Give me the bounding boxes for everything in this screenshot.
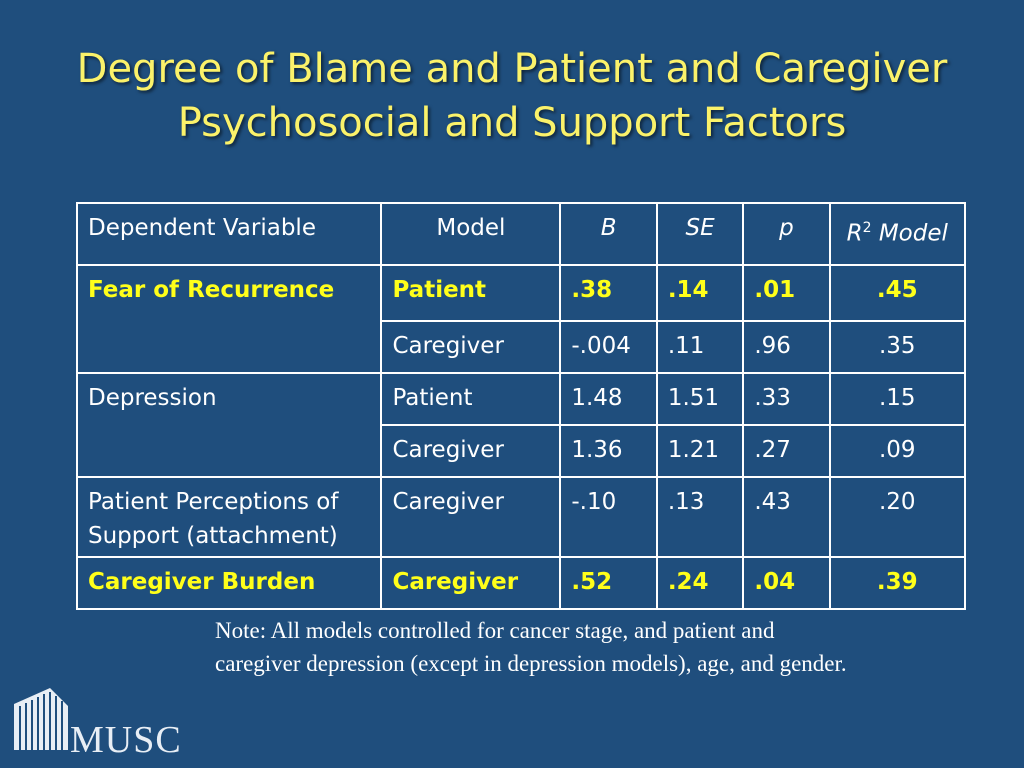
cell-r2: .35: [828, 320, 967, 374]
cell-dependent-variable: Caregiver Burden: [75, 556, 383, 610]
cell-p: .33: [742, 372, 831, 426]
table-row: Depression Patient 1.48 1.51 .33 .15: [75, 372, 967, 478]
cell-se: .24: [655, 556, 745, 610]
slide-title-line2: Psychosocial and Support Factors: [177, 100, 847, 146]
cell-b: 1.36: [559, 424, 658, 478]
cell-p: .43: [742, 476, 831, 558]
header-p: p: [742, 202, 831, 266]
table-row: Caregiver -.004 .11 .96 .35: [77, 320, 967, 374]
cell-p: .01: [742, 264, 831, 322]
cell-p: .96: [742, 320, 831, 374]
footnote-line1: Note: All models controlled for cancer s…: [215, 618, 775, 643]
slide-title: Degree of Blame and Patient and Caregive…: [0, 42, 1024, 150]
cell-dependent-variable: Fear of Recurrence: [75, 264, 383, 374]
header-dependent-variable: Dependent Variable: [75, 202, 383, 266]
header-r2-letter: R: [846, 220, 863, 247]
cell-model: Caregiver: [380, 320, 562, 374]
results-table: Dependent Variable Model B SE p R2 Model…: [75, 202, 967, 610]
table-row: Fear of Recurrence Patient .38 .14 .01 .…: [75, 264, 967, 374]
cell-r2: .45: [828, 264, 967, 322]
header-b: B: [559, 202, 658, 266]
cell-se: 1.51: [655, 372, 745, 426]
table-row: Caregiver Burden Caregiver .52 .24 .04 .…: [75, 556, 967, 610]
header-r2-superscript: 2: [862, 220, 872, 236]
cell-se: 1.21: [655, 424, 745, 478]
cell-p: .04: [742, 556, 831, 610]
cell-b: .52: [559, 556, 658, 610]
cell-r2: .09: [828, 424, 967, 478]
cell-dependent-variable: Depression: [75, 372, 383, 478]
building-columns-icon: [14, 688, 68, 750]
cell-b: -.004: [559, 320, 658, 374]
cell-model: Patient: [380, 372, 562, 426]
cell-se: .13: [655, 476, 745, 558]
header-r2-label: Model: [871, 220, 948, 247]
header-se: SE: [655, 202, 745, 266]
cell-p: .27: [742, 424, 831, 478]
cell-r2: .39: [828, 556, 967, 610]
cell-model: Patient: [380, 264, 562, 322]
cell-model: Caregiver: [380, 476, 562, 558]
table-row: Caregiver 1.36 1.21 .27 .09: [77, 424, 967, 478]
cell-b: .38: [559, 264, 658, 322]
cell-b: -.10: [559, 476, 658, 558]
cell-dependent-variable: Patient Perceptions of Support (attachme…: [75, 476, 383, 558]
footnote: Note: All models controlled for cancer s…: [215, 614, 985, 680]
slide-title-line1: Degree of Blame and Patient and Caregive…: [76, 46, 948, 92]
cell-r2: .15: [828, 372, 967, 426]
musc-logo-text: MUSC: [70, 719, 182, 761]
table-header-row: Dependent Variable Model B SE p R2 Model: [75, 202, 967, 266]
cell-se: .11: [655, 320, 745, 374]
cell-se: .14: [655, 264, 745, 322]
cell-b: 1.48: [559, 372, 658, 426]
header-model: Model: [380, 202, 562, 266]
cell-dependent-variable-line1: Patient Perceptions of: [88, 489, 339, 515]
table-row: Patient Perceptions of Support (attachme…: [75, 476, 967, 558]
header-r2-model: R2 Model: [828, 202, 967, 266]
cell-dependent-variable-line2: Support (attachment): [88, 523, 338, 549]
cell-model: Caregiver: [380, 556, 562, 610]
cell-model: Caregiver: [380, 424, 562, 478]
cell-r2: .20: [828, 476, 967, 558]
footnote-line2: caregiver depression (except in depressi…: [215, 651, 847, 676]
